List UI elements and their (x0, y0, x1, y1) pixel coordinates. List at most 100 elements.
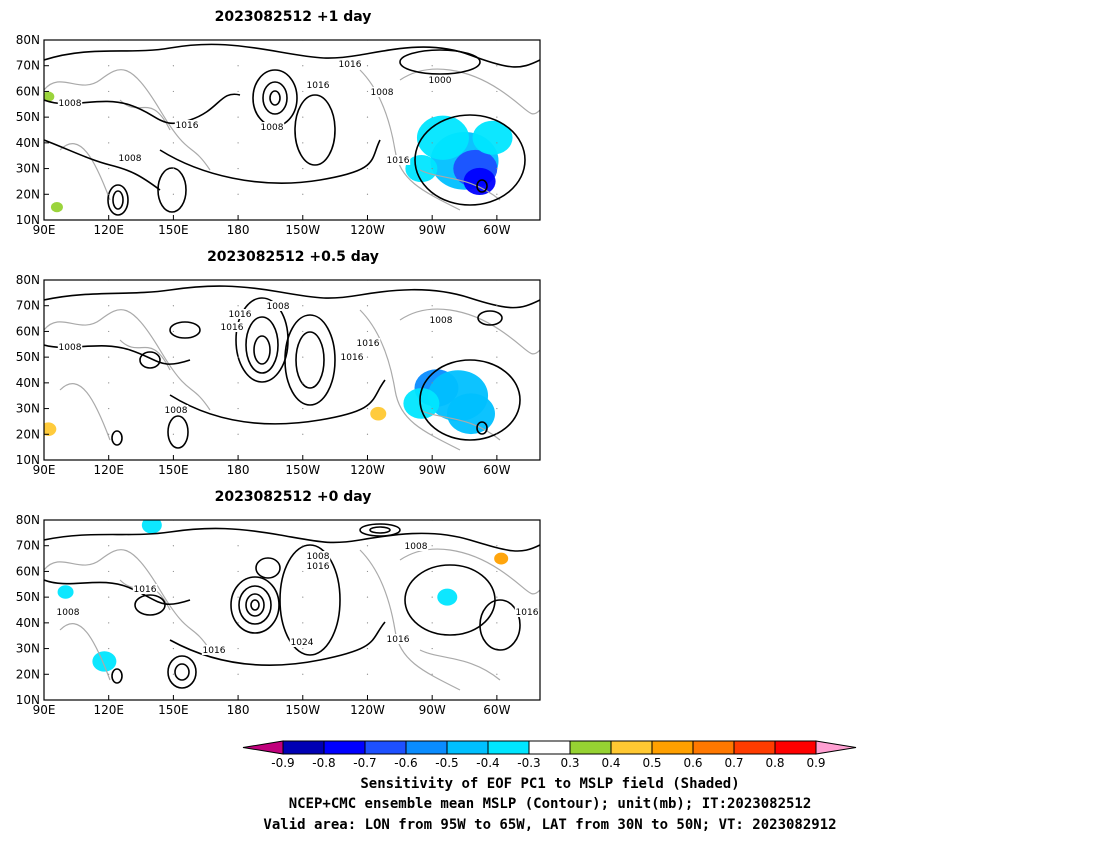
grid-dot (172, 673, 174, 675)
grid-dot (237, 622, 239, 624)
panel-3-x-ticks: 90E 120E 150E 180 150W 120W 90W 60W (33, 695, 511, 717)
colorbar-box (405, 740, 448, 755)
grid-dot (431, 116, 433, 118)
x-tick-label: 90E (33, 703, 56, 717)
grid-dot (237, 305, 239, 307)
shaded-region (141, 520, 162, 534)
grid-dot (496, 545, 498, 547)
grid-dot (366, 116, 369, 118)
contour-label: 1016 (516, 608, 539, 618)
x-tick-label: 60W (483, 463, 510, 477)
x-tick-label: 90W (419, 223, 446, 237)
grid-dot (366, 65, 369, 67)
colorbar-label: -0.9 (271, 756, 294, 770)
grid-dot (302, 673, 304, 675)
colorbar-label: 0.6 (683, 756, 702, 770)
colorbar-label: -0.5 (435, 756, 458, 770)
grid-dot (172, 142, 174, 144)
colorbar-box (323, 740, 366, 755)
grid-dot (431, 433, 433, 435)
x-tick-label: 90E (33, 223, 56, 237)
contour-label-bg (259, 122, 285, 132)
grid-dot (108, 330, 110, 333)
grid-dot (108, 596, 110, 598)
y-tick-label: 30N (16, 402, 40, 416)
grid-dot (172, 433, 174, 435)
grid-dot (366, 673, 369, 675)
grid-dot (431, 673, 433, 675)
colorbar-box (528, 740, 571, 755)
contour-label: 1016 (387, 635, 410, 645)
y-tick-label: 20N (16, 667, 40, 681)
grid-dot (302, 622, 304, 624)
colorbar-box (733, 740, 776, 755)
grid-dot (302, 647, 304, 650)
contour-label: 1008 (267, 302, 290, 312)
grid-dot (172, 305, 174, 307)
grid-dot (108, 356, 110, 358)
grid-dot (366, 167, 369, 170)
grid-dot (366, 545, 369, 547)
grid-dot (431, 356, 433, 358)
x-tick-label: 90W (419, 703, 446, 717)
grid-dot (172, 90, 174, 93)
grid-dot (431, 647, 433, 650)
panel-3-title: 2023082512 +0 day (215, 489, 372, 505)
y-tick-label: 20N (16, 427, 40, 441)
contour-label: 1016 (307, 562, 330, 572)
grid-dot (172, 382, 174, 384)
colorbar-label: -0.4 (476, 756, 499, 770)
grid-dot (302, 116, 304, 118)
colorbar-label: 0.4 (601, 756, 620, 770)
grid-dot (366, 596, 369, 598)
x-tick-label: 120W (350, 463, 385, 477)
grid-dot (431, 570, 433, 573)
colorbar-box (487, 740, 530, 755)
grid-dot (172, 570, 174, 573)
grid-dot (108, 647, 110, 650)
grid-dot (366, 433, 369, 435)
contour-label-bg (514, 607, 540, 617)
contour-label: 1008 (261, 123, 284, 133)
shaded-region (44, 422, 57, 436)
colorbar-label: 0.7 (724, 756, 743, 770)
y-tick-label: 40N (16, 136, 40, 150)
grid-dot (237, 407, 239, 410)
grid-dot (431, 142, 433, 144)
panel-1-x-ticks: 90E 120E 150E 180 150W 120W 90W 60W (33, 215, 511, 237)
colorbar-box (651, 740, 694, 755)
colorbar-box (364, 740, 407, 755)
colorbar-label: -0.3 (517, 756, 540, 770)
grid-dot (108, 116, 110, 118)
grid-dot (366, 305, 369, 307)
colorbar-label: 0.3 (560, 756, 579, 770)
grid-dot (496, 433, 498, 435)
grid-dot (302, 90, 304, 93)
panel-2-shading (44, 369, 495, 436)
panel-2-contours (44, 285, 540, 449)
y-tick-label: 60N (16, 324, 40, 338)
grid-dot (172, 116, 174, 118)
contour-label-bg (369, 87, 395, 97)
grid-dot (172, 622, 174, 624)
contour-label-bg (227, 309, 253, 319)
panel-1: 2023082512 +1 day (16, 9, 541, 237)
y-tick-label: 70N (16, 59, 40, 73)
panel-1-shading (44, 91, 513, 213)
grid-dot (237, 167, 239, 170)
x-tick-label: 150E (158, 463, 189, 477)
contour-label: 1008 (59, 343, 82, 353)
colorbar: -0.9 -0.8 -0.7 -0.6 -0.5 -0.4 -0.3 0.3 0.4 0.5 0.6… (242, 740, 857, 770)
colorbar-label: 0.9 (806, 756, 825, 770)
y-tick-label: 50N (16, 590, 40, 604)
x-tick-label: 60W (483, 703, 510, 717)
y-tick-label: 30N (16, 162, 40, 176)
colorbar-label: 0.5 (642, 756, 661, 770)
shaded-region (405, 154, 438, 183)
contour-label: 1008 (405, 542, 428, 552)
grid-dot (431, 167, 433, 170)
grid-dot (302, 596, 304, 598)
x-tick-label: 180 (227, 703, 250, 717)
grid-dot (237, 545, 239, 547)
panel-1-frame (43, 39, 541, 221)
